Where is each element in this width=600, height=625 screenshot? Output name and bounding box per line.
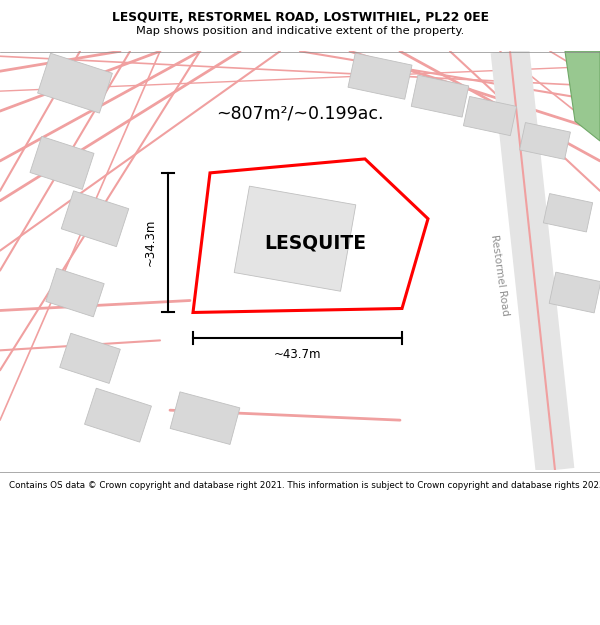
- Polygon shape: [170, 392, 240, 444]
- Polygon shape: [544, 194, 593, 232]
- Polygon shape: [348, 53, 412, 99]
- Polygon shape: [30, 136, 94, 189]
- Polygon shape: [411, 75, 469, 117]
- Polygon shape: [46, 268, 104, 317]
- Polygon shape: [85, 388, 151, 442]
- Text: LESQUITE, RESTORMEL ROAD, LOSTWITHIEL, PL22 0EE: LESQUITE, RESTORMEL ROAD, LOSTWITHIEL, P…: [112, 11, 488, 24]
- Polygon shape: [463, 96, 517, 136]
- Text: Contains OS data © Crown copyright and database right 2021. This information is : Contains OS data © Crown copyright and d…: [9, 481, 600, 490]
- Polygon shape: [60, 333, 120, 383]
- Polygon shape: [38, 53, 112, 113]
- Text: ~43.7m: ~43.7m: [274, 348, 321, 361]
- Text: LESQUITE: LESQUITE: [264, 233, 366, 252]
- Text: ~807m²/~0.199ac.: ~807m²/~0.199ac.: [216, 104, 384, 122]
- Polygon shape: [565, 51, 600, 141]
- Text: ~34.3m: ~34.3m: [143, 219, 157, 266]
- Polygon shape: [234, 186, 356, 291]
- Polygon shape: [520, 122, 571, 159]
- Text: Map shows position and indicative extent of the property.: Map shows position and indicative extent…: [136, 26, 464, 36]
- Polygon shape: [549, 272, 600, 313]
- Text: Restormel Road: Restormel Road: [490, 234, 511, 317]
- Polygon shape: [61, 191, 129, 247]
